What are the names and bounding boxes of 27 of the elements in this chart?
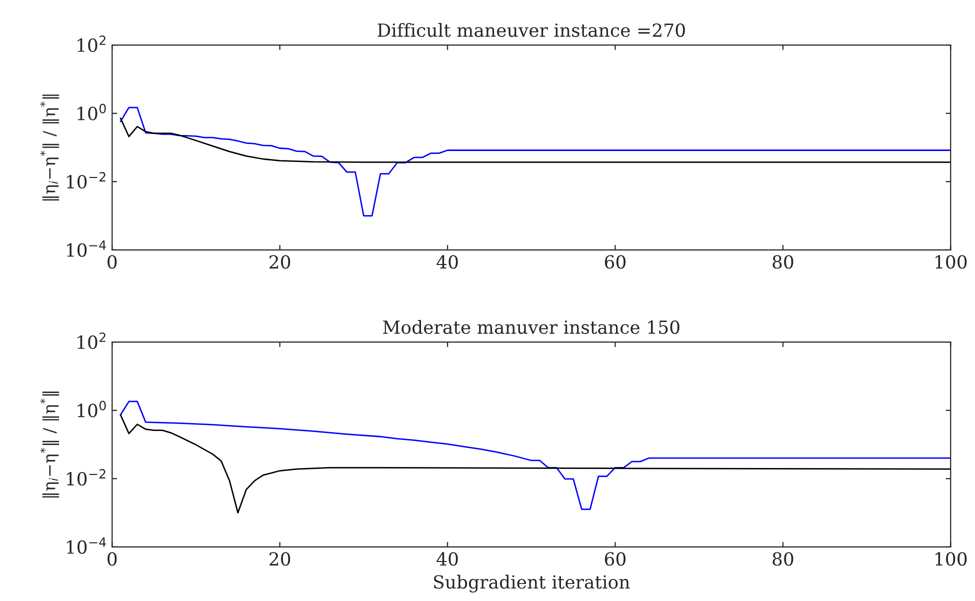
x-tick-label: 20 xyxy=(270,552,290,566)
x-tick-label: 0 xyxy=(108,255,117,269)
x-tick-label: 100 xyxy=(936,552,967,566)
y-tick-label: 10$^{−4}$ xyxy=(67,240,106,257)
x-tick-label: 40 xyxy=(436,552,458,566)
x-tick-label: 20 xyxy=(270,255,290,269)
y-axis-title: ‖η$_{i}$−η$^{*}$‖ / ‖η$^{*}$‖ xyxy=(40,392,60,498)
x-tick-label: 40 xyxy=(436,255,458,269)
y-axis-title: ‖η$_{i}$−η$^{*}$‖ / ‖η$^{*}$‖ xyxy=(40,94,60,201)
x-tick-label: 0 xyxy=(108,552,117,566)
x-tick-label: 100 xyxy=(936,255,967,269)
x-tick-label: 60 xyxy=(604,255,626,269)
line-series xyxy=(120,106,951,216)
line-series xyxy=(120,118,951,163)
y-tick-label: 10$^{2}$ xyxy=(78,332,106,350)
chart-title: Moderate manuver instance 150 xyxy=(383,320,680,334)
y-tick-label: 10$^{2}$ xyxy=(78,36,106,52)
chart-title: Difficult maneuver instance =270 xyxy=(378,23,685,37)
y-tick-label: 10$^{−2}$ xyxy=(67,469,106,486)
y-tick-label: 10$^{0}$ xyxy=(78,400,106,418)
x-axis-title: Subgradient iteration xyxy=(434,574,630,593)
x-tick-label: 60 xyxy=(604,552,626,566)
y-tick-label: 10$^{−2}$ xyxy=(67,172,106,189)
x-tick-label: 80 xyxy=(772,552,794,566)
y-tick-label: 10$^{−4}$ xyxy=(67,538,106,554)
y-tick-label: 10$^{0}$ xyxy=(78,104,106,120)
x-tick-label: 80 xyxy=(772,255,794,269)
